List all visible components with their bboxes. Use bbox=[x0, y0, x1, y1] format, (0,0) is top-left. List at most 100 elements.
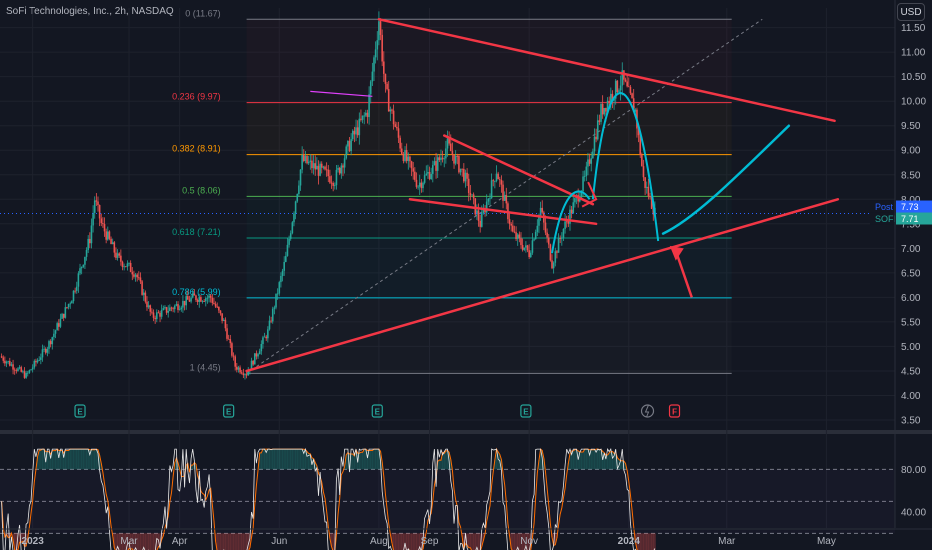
candle-body bbox=[312, 163, 315, 169]
candle-body bbox=[121, 261, 124, 267]
candle-body bbox=[562, 228, 565, 238]
stoch-y-tick-label: 80.00 bbox=[901, 465, 926, 476]
candle-body bbox=[54, 330, 57, 334]
candle-body bbox=[445, 148, 447, 159]
price-label-value-bg bbox=[896, 200, 932, 213]
candle-body bbox=[422, 182, 424, 189]
candle-body bbox=[69, 303, 72, 305]
header-title: SoFi Technologies, Inc., 2h, NASDAQ bbox=[6, 6, 174, 17]
candle-body bbox=[102, 223, 104, 225]
candle-body bbox=[216, 306, 219, 308]
candle-body bbox=[7, 361, 9, 362]
x-tick-label: 2023 bbox=[22, 536, 45, 547]
candle-body bbox=[394, 124, 397, 127]
candle-body bbox=[518, 234, 521, 239]
candle-body bbox=[180, 307, 183, 310]
candle-body bbox=[471, 194, 473, 196]
candle-body bbox=[74, 290, 76, 292]
candle-body bbox=[414, 171, 416, 180]
candle-body bbox=[40, 357, 42, 360]
candle-body bbox=[544, 222, 547, 233]
candle-body bbox=[236, 366, 238, 370]
candle-body bbox=[611, 93, 614, 101]
fib-zone bbox=[246, 238, 732, 298]
candle-body bbox=[387, 89, 390, 112]
candle-body bbox=[423, 175, 426, 183]
candle-body bbox=[247, 371, 250, 376]
candle-body bbox=[343, 158, 346, 168]
candle-body bbox=[44, 348, 47, 353]
candle-body bbox=[476, 210, 478, 215]
candle-body bbox=[169, 307, 171, 311]
fib-label: 1 (4.45) bbox=[190, 362, 221, 372]
candle-body bbox=[177, 304, 179, 310]
candle-body bbox=[366, 112, 369, 118]
candle-body bbox=[239, 367, 241, 373]
candle-body bbox=[51, 337, 54, 345]
lightning-icon-bolt bbox=[644, 404, 650, 418]
candle-body bbox=[480, 212, 483, 227]
candle-body bbox=[569, 209, 571, 224]
candle-body bbox=[624, 79, 627, 82]
candle-body bbox=[593, 136, 596, 152]
y-tick-label: 3.50 bbox=[901, 416, 921, 427]
grid bbox=[0, 8, 932, 528]
candle-body bbox=[404, 150, 406, 161]
candle-body bbox=[587, 159, 589, 167]
candle-body bbox=[209, 295, 212, 298]
candle-body bbox=[319, 163, 321, 176]
candle-body bbox=[410, 161, 413, 169]
candle-body bbox=[330, 182, 333, 184]
candle-body bbox=[443, 158, 446, 160]
candle-body bbox=[536, 225, 539, 232]
candle-body bbox=[446, 138, 449, 149]
candle-body bbox=[534, 231, 537, 240]
candle-body bbox=[649, 196, 651, 198]
candle-body bbox=[412, 168, 415, 172]
candle-body bbox=[557, 238, 560, 253]
candle-body bbox=[237, 367, 240, 370]
candle-body bbox=[383, 61, 385, 74]
candle-body bbox=[384, 73, 387, 84]
candle-body bbox=[400, 148, 403, 154]
candle-body bbox=[613, 98, 615, 101]
candle-body bbox=[222, 319, 225, 321]
candle-body bbox=[580, 191, 583, 198]
candle-body bbox=[420, 182, 423, 189]
trendline-upper bbox=[377, 18, 836, 123]
candle-body bbox=[510, 223, 512, 226]
candle-body bbox=[503, 195, 506, 201]
candle-body bbox=[98, 205, 101, 219]
y-tick-label: 6.00 bbox=[901, 293, 921, 304]
candle-body bbox=[427, 171, 429, 174]
stoch-k-line bbox=[1, 447, 656, 550]
stoch-band-fill bbox=[0, 469, 895, 534]
candle-body bbox=[652, 208, 655, 215]
candle-body bbox=[559, 238, 561, 239]
candle-body bbox=[142, 292, 145, 295]
candle-body bbox=[201, 301, 204, 302]
candle-body bbox=[139, 277, 142, 282]
price-label-name: Post bbox=[875, 202, 894, 212]
candle-body bbox=[340, 165, 343, 174]
currency-button[interactable]: USD bbox=[897, 3, 925, 21]
candle-body bbox=[304, 155, 307, 162]
candle-body bbox=[193, 293, 196, 296]
candle-body bbox=[97, 201, 99, 206]
price-label-value: 7.71 bbox=[901, 214, 919, 224]
candle-body bbox=[627, 86, 630, 88]
candle-body bbox=[62, 313, 65, 318]
candle-body bbox=[337, 167, 339, 170]
candle-body bbox=[106, 231, 109, 240]
candle-body bbox=[105, 231, 107, 240]
candle-body bbox=[141, 281, 143, 295]
candle-body bbox=[90, 225, 93, 244]
candle-body bbox=[242, 373, 245, 376]
candle-body bbox=[379, 21, 382, 35]
candle-body bbox=[214, 303, 217, 307]
candle-body bbox=[322, 166, 325, 168]
y-tick-label: 10.00 bbox=[901, 97, 926, 108]
candle-body bbox=[250, 360, 253, 370]
candle-body bbox=[128, 262, 130, 264]
